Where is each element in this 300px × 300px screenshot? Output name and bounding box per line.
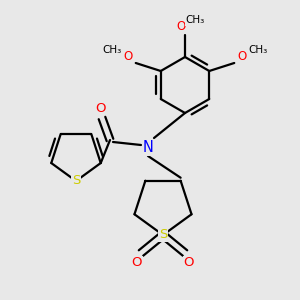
Text: N: N xyxy=(142,140,153,155)
Text: S: S xyxy=(72,175,80,188)
Text: O: O xyxy=(184,256,194,269)
Text: CH₃: CH₃ xyxy=(185,15,205,25)
Text: CH₃: CH₃ xyxy=(102,45,122,55)
Text: O: O xyxy=(123,50,132,64)
Text: S: S xyxy=(159,229,167,242)
Text: CH₃: CH₃ xyxy=(249,45,268,55)
Text: O: O xyxy=(238,50,247,64)
Text: O: O xyxy=(95,101,105,115)
Text: O: O xyxy=(176,20,186,34)
Text: O: O xyxy=(132,256,142,269)
